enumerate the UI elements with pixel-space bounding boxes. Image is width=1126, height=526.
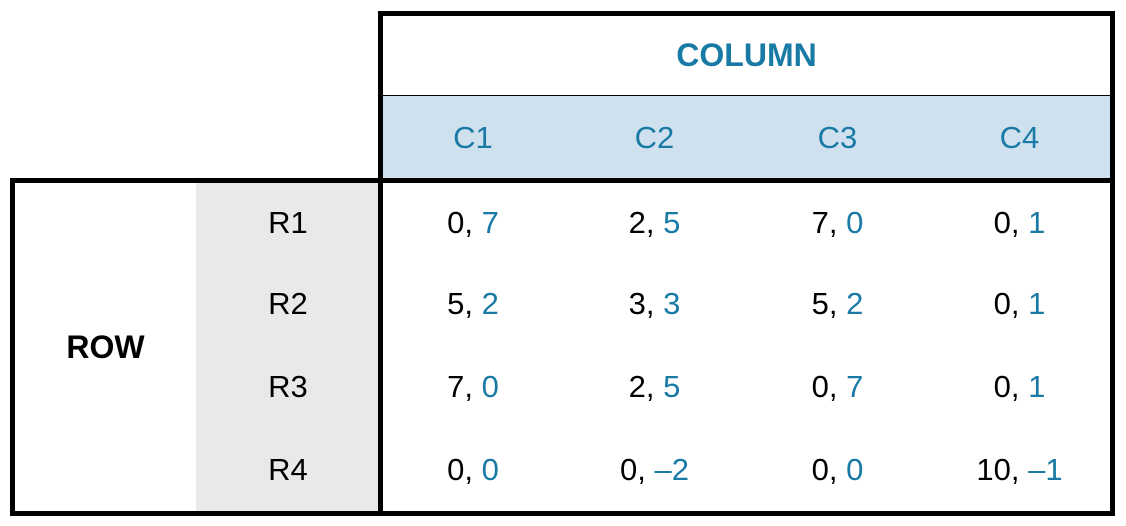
column-player-label: COLUMN: [378, 11, 1115, 98]
payoff-cell: 0, 1: [929, 345, 1115, 430]
row-payoff: 0: [811, 368, 829, 404]
payoff-separator: ,: [1010, 204, 1029, 240]
payoff-cell: 0, 1: [929, 262, 1115, 347]
payoff-separator: ,: [1010, 451, 1029, 487]
row-payoff: 10: [976, 451, 1011, 487]
row-payoff: 7: [447, 368, 465, 404]
column-header-c1: C1: [378, 96, 565, 180]
column-payoff: –2: [654, 451, 689, 487]
row-payoff: 2: [628, 204, 646, 240]
payoff-cell: 0, 0: [378, 428, 565, 516]
payoff-cell: 5, 2: [378, 262, 565, 347]
payoff-cell: 5, 2: [746, 262, 931, 347]
payoff-cell: 2, 5: [563, 345, 748, 430]
row-header-r1: R1: [196, 178, 380, 264]
payoff-separator: ,: [464, 368, 482, 404]
column-payoff: 0: [481, 451, 499, 487]
payoff-separator: ,: [828, 204, 847, 240]
row-payoff: 0: [993, 368, 1011, 404]
payoff-separator: ,: [645, 368, 664, 404]
row-payoff: 2: [628, 368, 646, 404]
payoff-separator: ,: [645, 204, 664, 240]
column-header-c3: C3: [746, 96, 931, 180]
column-payoff: 5: [663, 368, 681, 404]
column-payoff: 2: [481, 285, 499, 321]
row-payoff: 5: [811, 285, 829, 321]
row-payoff: 0: [447, 204, 465, 240]
row-payoff: 3: [628, 285, 646, 321]
column-payoff: 7: [481, 204, 499, 240]
payoff-cell: 0, 1: [929, 178, 1115, 264]
payoff-cell: 0, 7: [746, 345, 931, 430]
payoff-separator: ,: [464, 285, 482, 321]
column-payoff: 1: [1028, 204, 1046, 240]
column-payoff: 1: [1028, 368, 1046, 404]
payoff-separator: ,: [1010, 368, 1029, 404]
payoff-separator: ,: [645, 285, 664, 321]
payoff-cell: 0, 7: [378, 178, 565, 264]
payoff-cell: 2, 5: [563, 178, 748, 264]
payoff-separator: ,: [828, 368, 847, 404]
payoff-cell: 7, 0: [378, 345, 565, 430]
column-header-c2: C2: [563, 96, 748, 180]
column-payoff: 5: [663, 204, 681, 240]
payoff-cell: 7, 0: [746, 178, 931, 264]
payoff-separator: ,: [464, 451, 482, 487]
payoff-cell: 0, 0: [746, 428, 931, 516]
column-payoff: –1: [1028, 451, 1063, 487]
column-payoff: 0: [846, 204, 864, 240]
row-player-label: ROW: [10, 178, 198, 516]
row-payoff: 7: [811, 204, 829, 240]
row-header-r2: R2: [196, 262, 380, 347]
row-payoff: 0: [811, 451, 829, 487]
column-payoff: 2: [846, 285, 864, 321]
row-payoff: 0: [447, 451, 465, 487]
payoff-separator: ,: [1010, 285, 1029, 321]
column-payoff: 0: [846, 451, 864, 487]
row-payoff: 0: [993, 204, 1011, 240]
column-payoff: 1: [1028, 285, 1046, 321]
payoff-separator: ,: [828, 451, 847, 487]
payoff-separator: ,: [464, 204, 482, 240]
row-payoff: 0: [620, 451, 638, 487]
payoff-separator: ,: [828, 285, 847, 321]
column-payoff: 7: [846, 368, 864, 404]
row-header-r3: R3: [196, 345, 380, 430]
payoff-cell: 3, 3: [563, 262, 748, 347]
row-payoff: 0: [993, 285, 1011, 321]
row-header-r4: R4: [196, 428, 380, 516]
payoff-separator: ,: [637, 451, 655, 487]
column-header-c4: C4: [929, 96, 1115, 180]
payoff-cell: 10, –1: [929, 428, 1115, 516]
column-payoff: 3: [663, 285, 681, 321]
column-payoff: 0: [481, 368, 499, 404]
row-payoff: 5: [447, 285, 465, 321]
payoff-cell: 0, –2: [563, 428, 748, 516]
